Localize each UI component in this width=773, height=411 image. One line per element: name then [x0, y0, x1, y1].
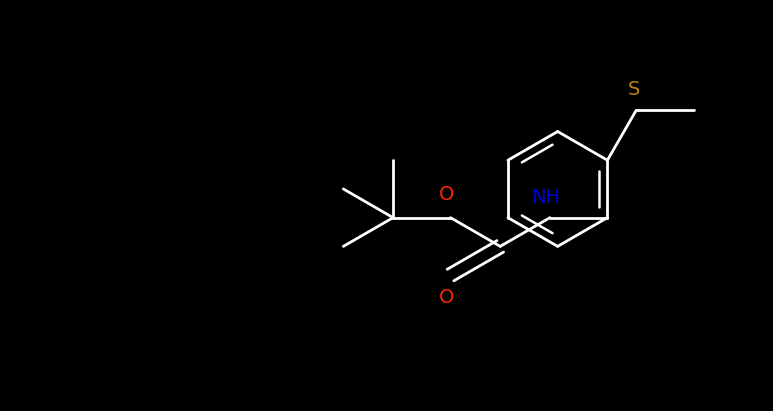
Text: O: O [438, 289, 454, 307]
Text: O: O [438, 185, 454, 204]
Text: S: S [628, 81, 640, 99]
Text: NH: NH [531, 187, 560, 207]
